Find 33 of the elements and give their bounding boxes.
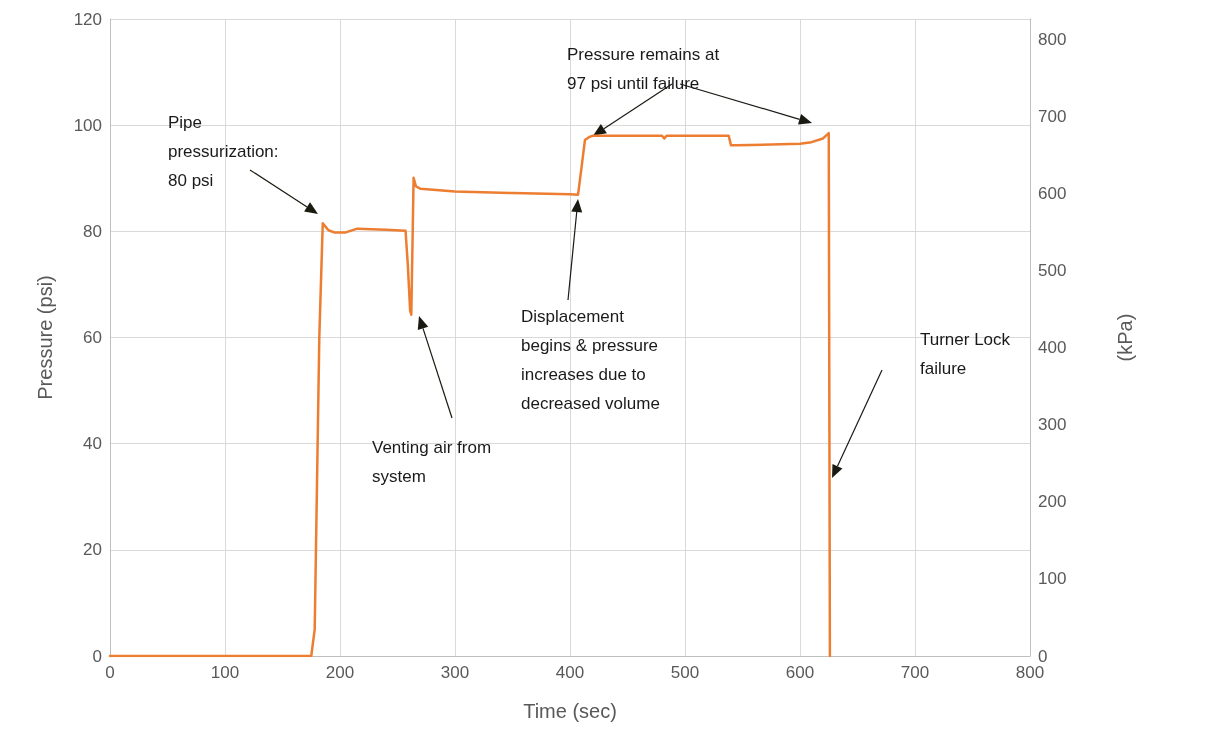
y2-tick-label: 400 [1038, 338, 1067, 358]
x-axis-title: Time (sec) [523, 700, 617, 722]
y2-tick-label: 500 [1038, 261, 1067, 281]
y-tick-label: 100 [73, 115, 102, 135]
annotation: Turner Lock failure [920, 330, 1011, 378]
x-tick-label: 400 [555, 663, 585, 682]
y2-tick-label: 800 [1038, 30, 1067, 50]
y2-tick-label: 600 [1038, 184, 1067, 204]
annotation: Pipe pressurization: 80 psi [168, 113, 279, 190]
annotation: Pressure remains at 97 psi until failure [567, 45, 720, 93]
y2-tick-label: 0 [1038, 646, 1048, 666]
y2-tick-label: 700 [1038, 107, 1067, 127]
y-tick-label: 0 [92, 646, 102, 666]
x-tick-label: 100 [210, 663, 240, 682]
y-tick-label: 60 [83, 328, 102, 347]
y-axis-title: Pressure (psi) [34, 275, 56, 400]
y2-tick-label: 200 [1038, 492, 1067, 512]
x-tick-label: 600 [785, 663, 815, 682]
y-tick-label: 80 [83, 221, 102, 241]
annotation: Venting air from system [372, 438, 492, 486]
annotation: Displacement begins & pressure increases due to decreased volume [521, 307, 660, 413]
y2-tick-label: 300 [1038, 415, 1067, 435]
x-tick-label: 300 [440, 663, 470, 682]
x-tick-label: 800 [1015, 663, 1045, 682]
y-tick-label: 120 [73, 9, 102, 29]
y2-tick-label: 100 [1038, 569, 1067, 589]
y-tick-label: 40 [83, 434, 102, 454]
x-tick-label: 500 [670, 663, 700, 682]
y-tick-label: 20 [83, 540, 102, 560]
x-tick-label: 700 [900, 663, 930, 682]
x-tick-label: 0 [105, 663, 115, 682]
y2-axis-title: (kPa) [1114, 313, 1136, 362]
x-tick-label: 200 [325, 663, 355, 682]
